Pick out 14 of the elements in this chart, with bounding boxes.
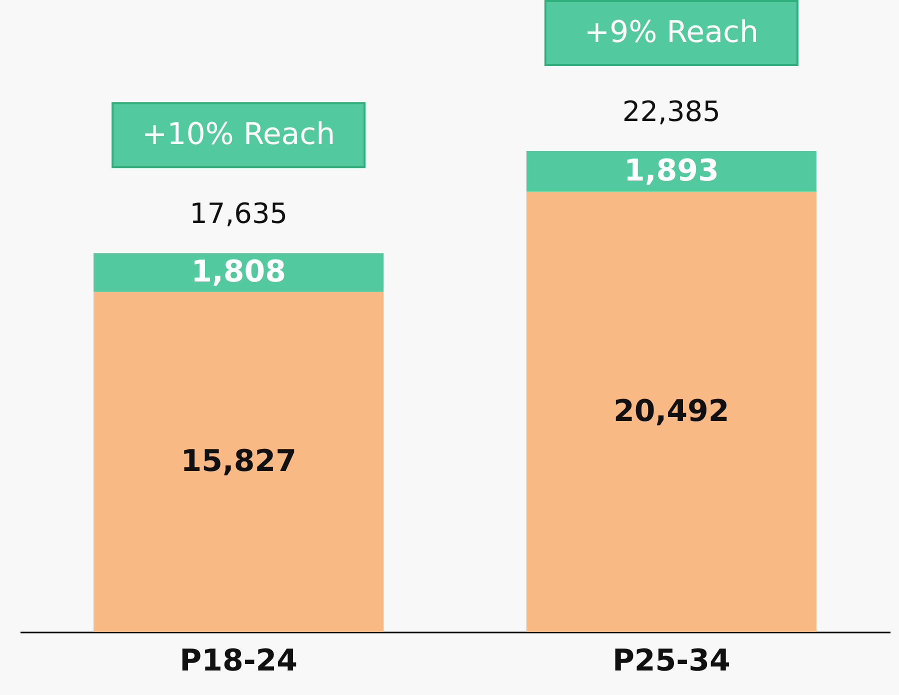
bar xyxy=(526,151,816,192)
text: +9% Reach xyxy=(584,15,758,50)
annotation: +10% Reach xyxy=(142,117,336,152)
data-label: 1,808 xyxy=(191,254,286,290)
total-label: 17,635 xyxy=(190,197,288,230)
x-tick-label: P25-34 xyxy=(612,644,730,678)
data-label: 1,893 xyxy=(624,153,719,188)
bar xyxy=(94,292,384,632)
bar xyxy=(94,253,384,292)
data-label: 15,827 xyxy=(180,444,296,479)
x-tick-label: P18-24 xyxy=(180,644,298,678)
data-label: 20,492 xyxy=(614,394,730,429)
total-label: 22,385 xyxy=(622,95,720,128)
bar xyxy=(526,192,816,632)
